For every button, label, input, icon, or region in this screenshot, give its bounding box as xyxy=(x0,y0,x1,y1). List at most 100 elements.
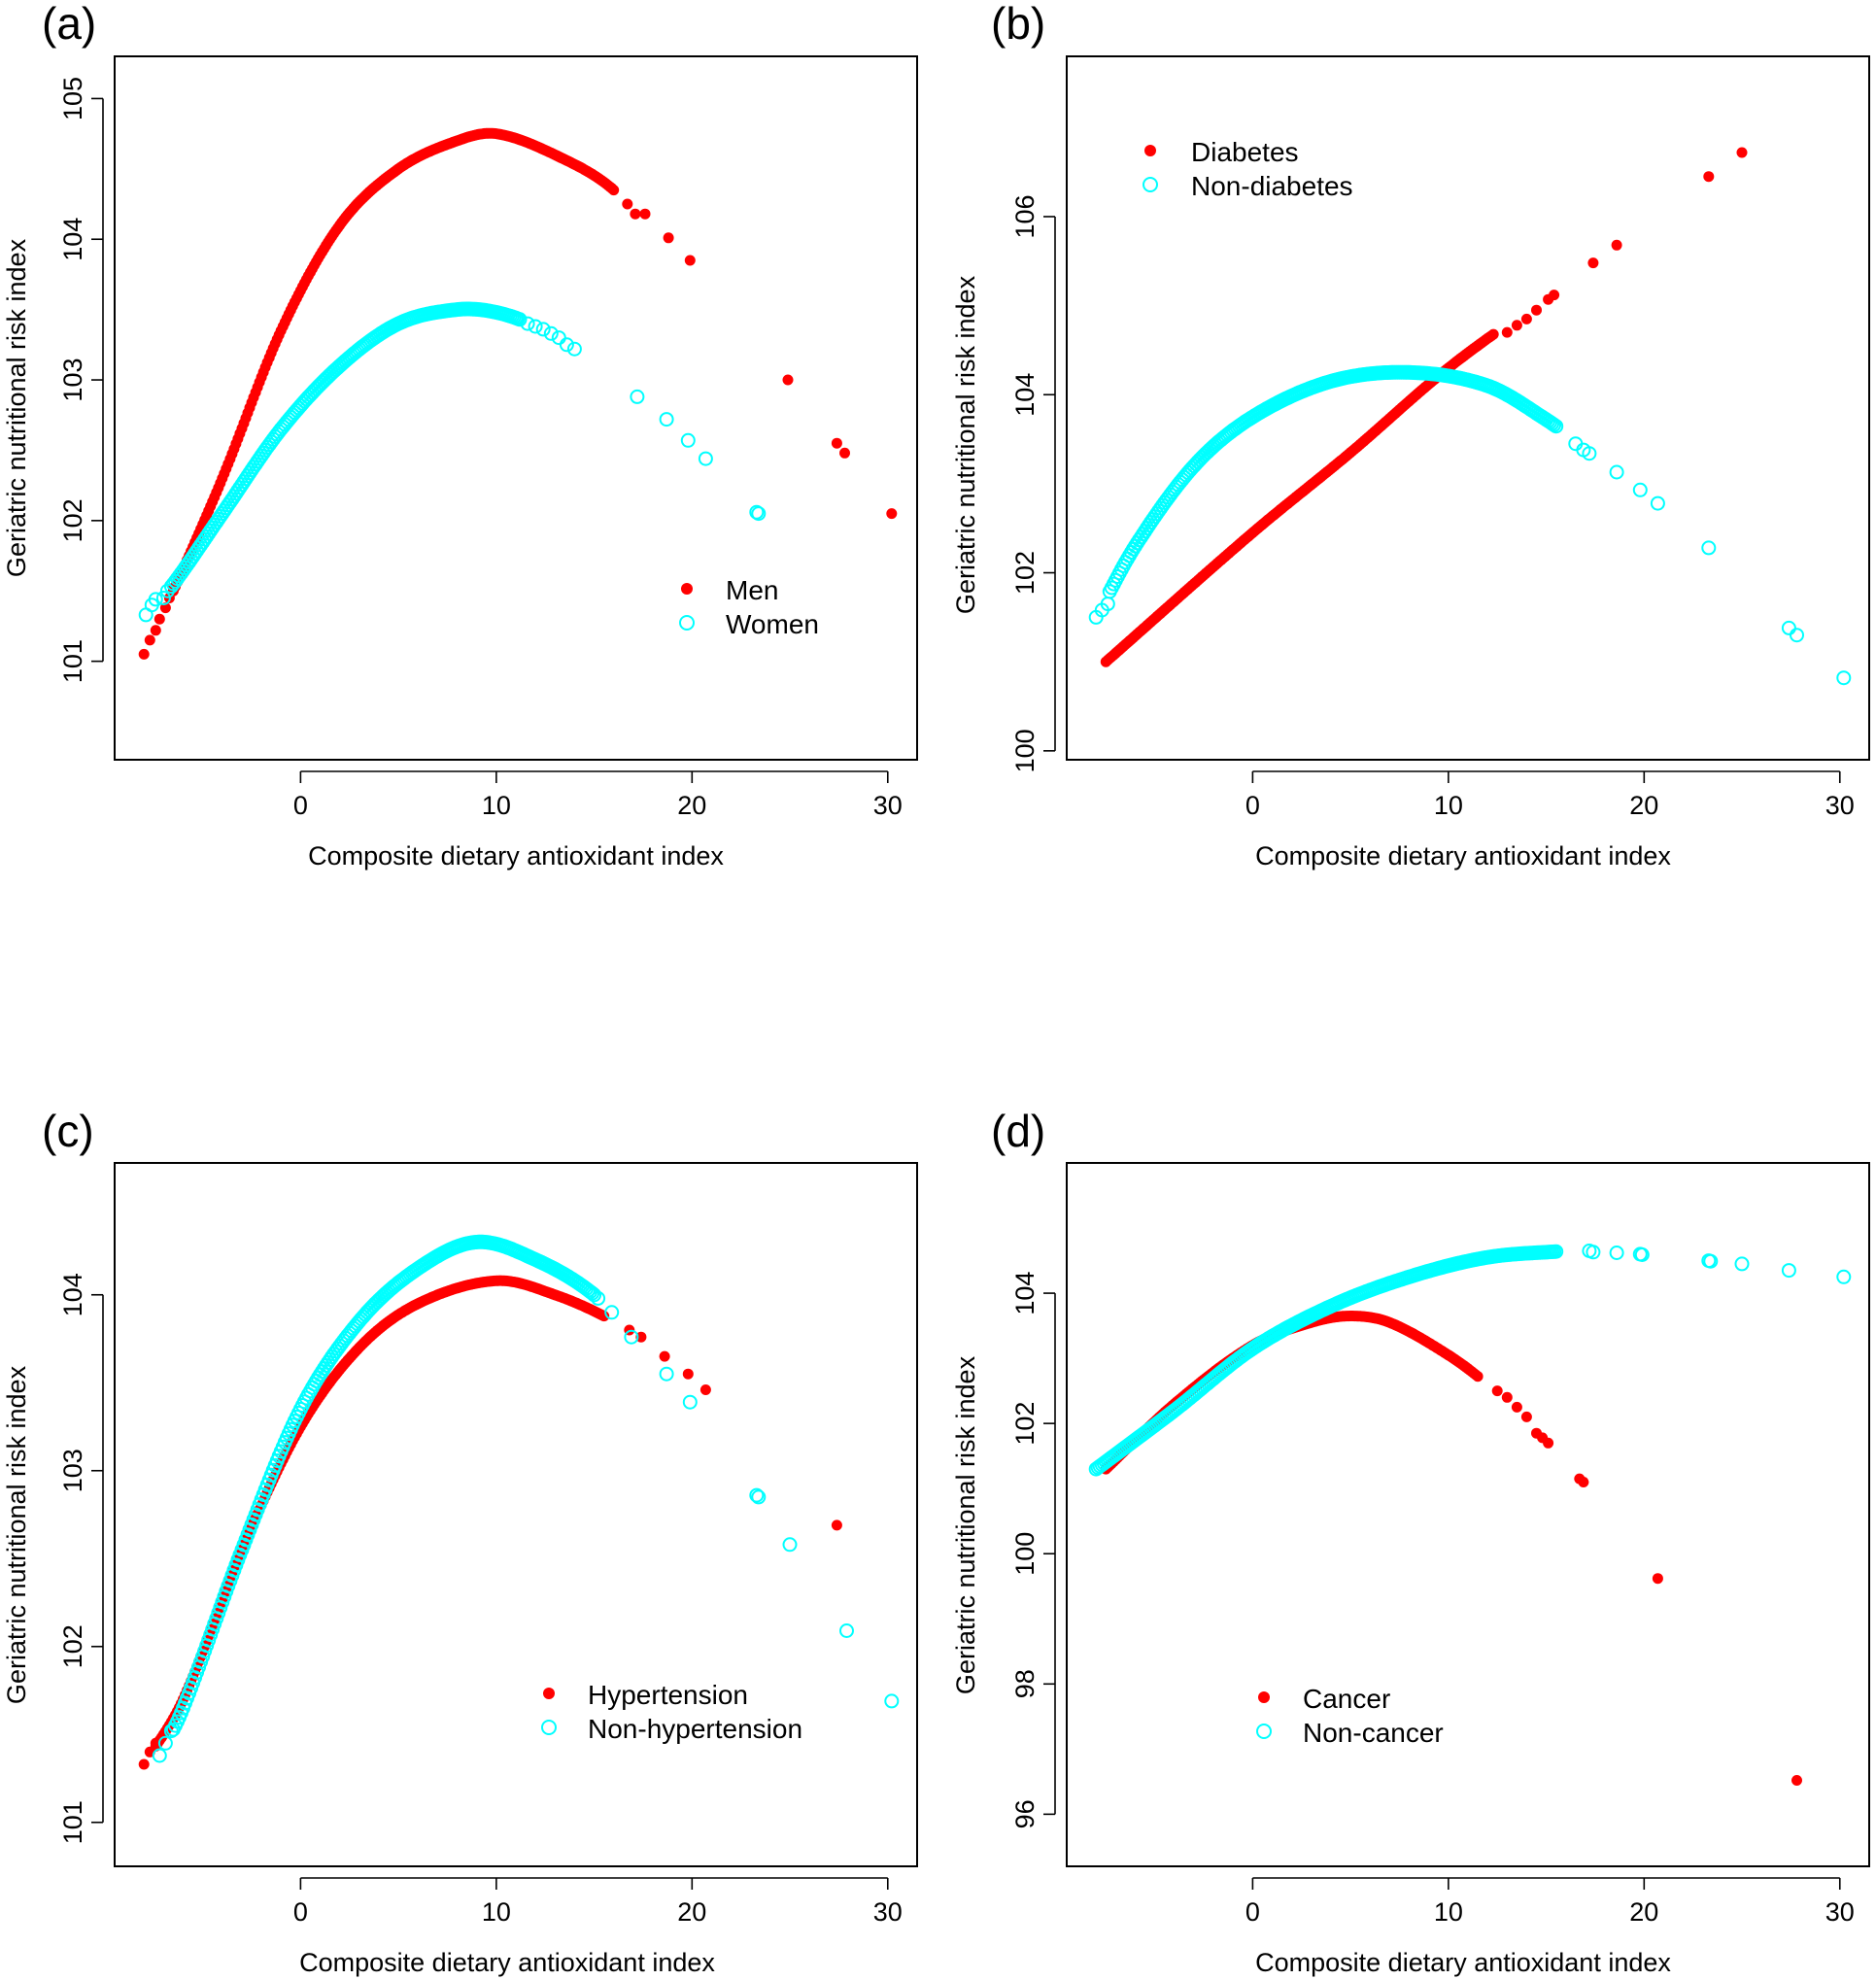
y-tick-label: 101 xyxy=(58,639,87,683)
x-tick-label: 30 xyxy=(1825,791,1855,820)
data-point-filled xyxy=(1520,1411,1532,1422)
data-point-filled xyxy=(659,1350,670,1362)
data-point-open xyxy=(1549,1244,1564,1259)
legend-marker-filled xyxy=(1258,1691,1270,1703)
data-point-open xyxy=(698,451,713,466)
data-point-filled xyxy=(1501,326,1513,338)
data-point-filled xyxy=(1578,1477,1589,1487)
legend-marker-open xyxy=(541,1720,557,1735)
data-point-open xyxy=(1650,495,1665,511)
x-tick-label: 0 xyxy=(293,1897,308,1927)
x-tick-label: 20 xyxy=(677,1897,706,1927)
data-point-filled xyxy=(1472,1371,1484,1383)
axis-ticks: 0 10 20 30 101 102 103 104 105 xyxy=(58,77,903,820)
x-tick-label: 10 xyxy=(1434,1897,1463,1927)
legend: Cancer Non-cancer xyxy=(1256,1684,1444,1748)
legend: Hypertension Non-hypertension xyxy=(541,1680,802,1744)
x-axis-title: Composite dietary antioxidant index xyxy=(1255,841,1671,871)
plot-frame xyxy=(114,55,918,761)
x-tick-label: 30 xyxy=(1825,1897,1855,1927)
y-tick-label: 103 xyxy=(58,358,87,402)
data-point-open xyxy=(159,583,175,598)
plot-frame xyxy=(1066,55,1870,761)
data-point-filled xyxy=(153,613,165,625)
data-point-open xyxy=(512,312,528,327)
axis-ticks: 0 10 20 30 101 102 103 104 xyxy=(58,1273,903,1927)
legend-marker-filled xyxy=(1144,145,1156,156)
legend-entry: Men xyxy=(726,575,778,605)
data-point-filled xyxy=(699,1384,711,1395)
y-tick-label: 102 xyxy=(58,498,87,542)
data-point-open xyxy=(1634,1247,1650,1262)
y-tick-label: 100 xyxy=(1010,729,1040,772)
y-tick-label: 104 xyxy=(58,218,87,261)
data-point-open xyxy=(1701,540,1717,556)
data-point-open xyxy=(163,1724,179,1739)
data-point-filled xyxy=(1736,147,1748,158)
x-tick-label: 20 xyxy=(1629,791,1658,820)
data-point-filled xyxy=(782,374,794,386)
data-point-open xyxy=(591,1290,606,1306)
data-point-open xyxy=(152,1748,167,1763)
data-point-open xyxy=(155,591,171,605)
plot-frame xyxy=(1066,1162,1870,1867)
data-point-open xyxy=(1703,1253,1719,1269)
data-point-filled xyxy=(1511,1401,1522,1413)
data-point-open xyxy=(1836,670,1852,686)
data-point-open xyxy=(624,1329,639,1345)
data-point-filled xyxy=(1520,313,1532,324)
data-point-open xyxy=(1586,1245,1601,1260)
data-point-open xyxy=(659,1366,674,1382)
data-point-open xyxy=(782,1537,798,1553)
data-point-filled xyxy=(839,447,850,459)
data-point-open xyxy=(1100,597,1115,612)
data-point-open xyxy=(587,1287,602,1303)
panel-label: (d) xyxy=(991,1106,1045,1156)
data-point-filled xyxy=(639,208,651,220)
data-point-filled xyxy=(1511,320,1522,331)
data-point-open xyxy=(884,1693,900,1709)
x-tick-label: 20 xyxy=(1629,1897,1658,1927)
y-tick-label: 103 xyxy=(58,1449,87,1492)
x-tick-label: 0 xyxy=(1245,1897,1260,1927)
data-point-filled xyxy=(1703,171,1715,183)
data-point-open xyxy=(520,316,535,331)
data-point-filled xyxy=(886,508,898,520)
data-point-filled xyxy=(608,185,620,196)
legend-marker-open xyxy=(679,615,695,631)
legend-marker-open xyxy=(1256,1724,1272,1739)
data-point-filled xyxy=(635,1331,647,1343)
legend-entry: Non-diabetes xyxy=(1191,171,1353,201)
legend-entry: Women xyxy=(726,609,819,639)
data-point-open xyxy=(1582,446,1597,461)
y-tick-label: 101 xyxy=(58,1800,87,1844)
data-point-open xyxy=(749,1487,765,1503)
y-tick-label: 104 xyxy=(58,1273,87,1316)
data-point-filled xyxy=(622,198,633,210)
y-tick-label: 105 xyxy=(58,77,87,120)
x-tick-label: 20 xyxy=(677,791,706,820)
data-point-open xyxy=(659,412,674,427)
data-points xyxy=(138,1234,900,1770)
y-tick-label: 96 xyxy=(1010,1799,1040,1828)
y-tick-label: 102 xyxy=(1010,1402,1040,1446)
data-point-open xyxy=(543,325,559,341)
panel-label: (a) xyxy=(42,0,96,49)
data-point-open xyxy=(749,504,765,520)
legend-entry: Hypertension xyxy=(588,1680,748,1710)
axis-ticks: 0 10 20 30 100 102 104 106 xyxy=(1010,194,1855,820)
x-axis-title: Composite dietary antioxidant index xyxy=(1255,1948,1671,1977)
data-point-open xyxy=(157,1735,173,1751)
data-point-open xyxy=(680,432,696,448)
data-point-filled xyxy=(150,1737,161,1749)
panel-d: (d) 0 10 20 30 96 98 100 102 104 Composite dieta… xyxy=(951,1106,1870,1977)
x-tick-label: 10 xyxy=(1434,791,1463,820)
x-tick-label: 0 xyxy=(293,791,308,820)
data-point-filled xyxy=(138,1758,150,1770)
data-point-open xyxy=(751,1489,767,1505)
data-point-filled xyxy=(1491,1385,1503,1397)
y-tick-label: 102 xyxy=(58,1624,87,1668)
panel-b: (b) 0 10 20 30 100 102 104 106 Composite dietar… xyxy=(951,0,1870,871)
y-axis-title: Geriatric nutritional risk index xyxy=(951,1355,980,1694)
x-axis-title: Composite dietary antioxidant index xyxy=(308,841,724,871)
